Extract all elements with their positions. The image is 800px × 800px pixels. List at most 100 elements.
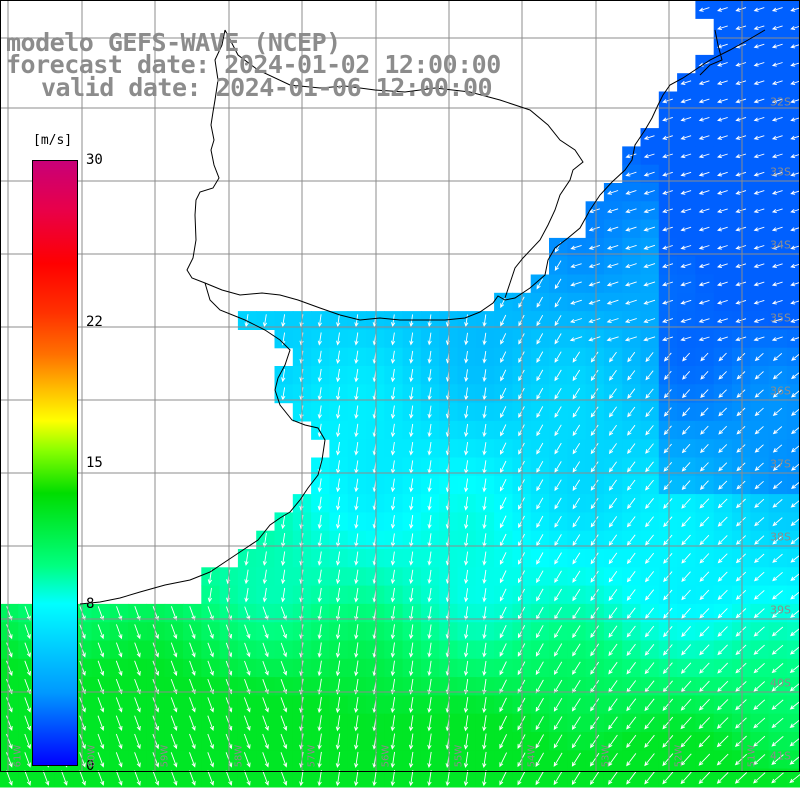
wind-arrow (317, 350, 322, 364)
wind-arrow (626, 625, 636, 638)
wind-arrow (645, 352, 654, 363)
wind-arrow (189, 697, 196, 713)
wind-arrow (554, 461, 562, 473)
wind-arrow (464, 514, 469, 530)
wind-arrow (753, 571, 765, 582)
wind-arrow (754, 462, 764, 471)
wind-arrow (335, 478, 341, 493)
wind-arrow (736, 389, 746, 398)
wind-arrow (536, 296, 543, 308)
wind-arrow (390, 715, 396, 732)
wind-arrow (588, 263, 601, 269)
wind-arrow (427, 606, 432, 621)
wind-arrow (663, 443, 672, 454)
wind-arrow (735, 190, 747, 195)
wind-arrow (771, 226, 783, 232)
wind-arrow (735, 281, 747, 287)
wind-arrow (409, 350, 414, 364)
wind-arrow (772, 481, 783, 490)
wind-arrow (771, 263, 783, 268)
wind-arrow (571, 698, 581, 712)
wind-arrow (754, 426, 764, 435)
wind-arrow (753, 153, 765, 159)
wind-speed-cell (786, 256, 800, 276)
wind-arrow (625, 153, 637, 159)
wind-arrow (24, 733, 31, 750)
wind-arrow (735, 699, 747, 711)
wind-arrow (116, 606, 123, 621)
wind-arrow (735, 608, 747, 619)
wind-arrow (662, 98, 673, 104)
wind-arrow (590, 369, 599, 382)
wind-arrow (643, 336, 656, 342)
wind-arrow (716, 753, 729, 766)
wind-arrow (317, 733, 322, 750)
wind-arrow (663, 352, 672, 362)
wind-arrow (735, 25, 747, 31)
wind-arrow (699, 443, 709, 454)
wind-arrow (390, 569, 396, 585)
wind-arrow (663, 626, 673, 638)
wind-arrow (207, 752, 214, 768)
coastline (79, 29, 766, 605)
wind-arrow (572, 351, 581, 363)
wind-arrows (6, 7, 800, 787)
wind-arrow (280, 733, 288, 750)
wind-arrow (409, 423, 414, 438)
wind-arrow (134, 770, 141, 786)
latitude-label: 41S (770, 749, 791, 763)
longitude-label: 54W (526, 744, 538, 768)
wind-arrow (572, 388, 581, 400)
wind-arrow (662, 153, 673, 159)
wind-arrow (590, 570, 599, 583)
wind-arrow (464, 551, 469, 566)
wind-arrow (152, 660, 160, 677)
wind-arrow (572, 369, 581, 382)
wind-speed-cell (786, 695, 800, 715)
wind-arrow (152, 606, 159, 621)
wind-arrow (735, 208, 747, 214)
longitude-label: 60W (86, 744, 98, 768)
wind-arrow (717, 25, 728, 31)
wind-arrow (463, 642, 469, 658)
wind-arrow (771, 736, 784, 747)
wind-arrow (409, 405, 414, 419)
wind-arrow (662, 662, 673, 674)
wind-arrow (700, 425, 709, 435)
wind-arrow (607, 771, 618, 785)
wind-arrow (771, 681, 784, 692)
wind-arrow (427, 569, 432, 585)
wind-arrow (590, 406, 599, 418)
wind-arrow (590, 424, 599, 436)
wind-arrow (499, 625, 507, 639)
wind-arrow (789, 774, 800, 784)
wind-arrow (717, 226, 728, 232)
wind-arrow (335, 368, 341, 383)
wind-arrow (771, 25, 783, 31)
wind-arrow (735, 116, 747, 122)
wind-arrow (771, 299, 783, 305)
wind-arrow (97, 642, 105, 658)
wind-arrow (717, 644, 728, 656)
wind-arrow (662, 318, 674, 323)
wind-arrow (754, 535, 765, 545)
wind-arrow (336, 314, 341, 328)
wind-arrow (482, 588, 487, 603)
wind-arrow (482, 351, 487, 364)
wind-arrow (644, 571, 655, 583)
wind-arrow (698, 299, 710, 305)
wind-arrow (464, 387, 469, 401)
title-valid-date: valid date: 2024-01-06 12:00:00 (41, 73, 493, 102)
wind-arrow (644, 589, 655, 601)
wind-arrow (606, 336, 619, 342)
wind-arrow (771, 717, 784, 729)
wind-arrow (390, 697, 396, 714)
wind-arrow (717, 208, 728, 214)
wind-speed-cell (786, 549, 800, 568)
wind-arrow (354, 515, 359, 529)
wind-arrow (354, 751, 359, 769)
wind-arrow (771, 62, 783, 67)
wind-arrow (680, 771, 692, 785)
wind-arrow (735, 498, 746, 509)
wind-arrow (335, 606, 341, 622)
